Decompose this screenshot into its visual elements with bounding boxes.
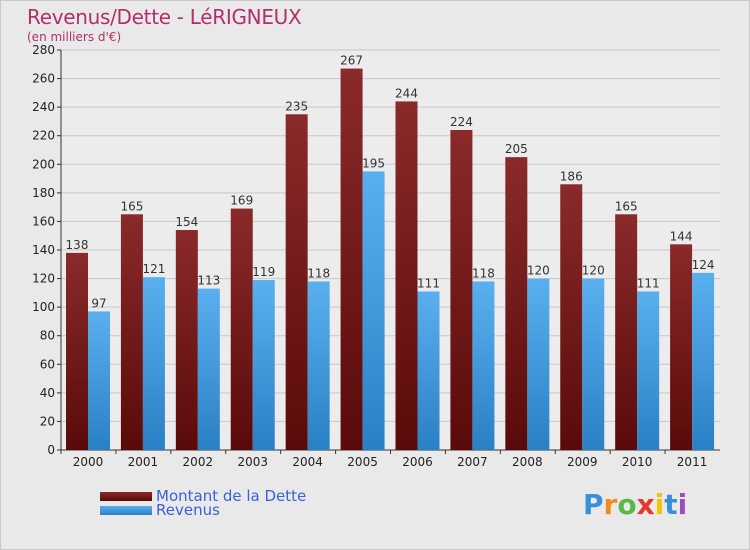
data-label: 244	[395, 86, 418, 100]
x-tick-label: 2008	[512, 455, 543, 469]
y-tick-label: 20	[40, 414, 55, 428]
bar-debt	[230, 208, 253, 450]
y-tick-label: 80	[40, 329, 55, 343]
bar-debt	[66, 252, 88, 450]
x-tick-label: 2011	[677, 455, 708, 469]
proxiti-logo: Proxiti	[583, 488, 687, 521]
chart-subtitle: (en milliers d'€)	[27, 30, 122, 44]
x-tick-label: 2004	[292, 455, 323, 469]
x-tick-label: 2001	[128, 455, 159, 469]
data-label: 120	[527, 264, 550, 278]
y-tick-label: 40	[40, 386, 55, 400]
legend-label-debt: Montant de la Dette	[156, 487, 307, 505]
x-tick-label: 2000	[73, 455, 104, 469]
data-label: 111	[637, 276, 660, 290]
y-tick-label: 60	[40, 357, 55, 371]
y-tick-label: 220	[32, 129, 55, 143]
x-tick-label: 2002	[183, 455, 214, 469]
bar-debt	[560, 184, 583, 451]
data-label: 111	[417, 276, 440, 290]
data-label: 138	[66, 238, 89, 252]
data-label: 119	[252, 265, 275, 279]
axes: 0 20 40 60 80 100 120 140 160 180 200 220 240 260 280 2…	[32, 43, 720, 469]
data-label: 118	[472, 266, 495, 280]
logo-letter: t	[664, 488, 678, 521]
bar-debt	[285, 114, 308, 451]
logo-letter: i	[654, 488, 665, 521]
bar-revenus	[362, 171, 385, 450]
data-label: 113	[197, 274, 220, 288]
y-tick-label: 260	[32, 72, 55, 86]
bar-debt	[340, 68, 363, 451]
bar-revenus	[417, 291, 440, 450]
x-tick-label: 2006	[402, 455, 433, 469]
bar-debt	[120, 214, 143, 450]
y-tick-label: 120	[32, 272, 55, 286]
data-label: 165	[120, 199, 143, 213]
y-tick-label: 140	[32, 243, 55, 257]
y-tick-label: 200	[32, 157, 55, 171]
bar-revenus	[142, 277, 165, 450]
x-tick-label: 2010	[622, 455, 653, 469]
legend-swatch-revenus	[100, 505, 152, 515]
bar-revenus	[307, 281, 330, 450]
legend-item-revenus: Revenus	[100, 501, 220, 519]
bar-debt	[450, 130, 473, 450]
x-tick-label: 2007	[457, 455, 488, 469]
bar-revenus	[88, 311, 110, 450]
y-tick-label: 100	[32, 300, 55, 314]
bar-debt	[505, 157, 528, 450]
y-tick-label: 160	[32, 214, 55, 228]
legend-item-debt: Montant de la Dette	[100, 487, 307, 505]
chart-title: Revenus/Dette - LéRIGNEUX	[27, 5, 302, 29]
y-tick-label: 0	[47, 443, 55, 457]
data-label: 205	[505, 142, 528, 156]
data-label: 120	[582, 264, 605, 278]
data-label: 97	[91, 296, 106, 310]
data-label: 195	[362, 156, 385, 170]
bar-revenus	[527, 278, 550, 450]
data-label: 124	[692, 258, 715, 272]
data-label: 118	[307, 266, 330, 280]
bar-debt	[615, 214, 638, 450]
x-tick-label: 2009	[567, 455, 598, 469]
logo-letter: i	[677, 488, 688, 521]
x-tick-label: 2003	[237, 455, 268, 469]
logo-letter: P	[583, 488, 604, 521]
data-label: 154	[175, 215, 198, 229]
logo-letter: x	[636, 488, 655, 521]
bar-debt	[670, 244, 693, 450]
data-label: 121	[142, 262, 165, 276]
bar-revenus	[637, 291, 660, 450]
bar-revenus	[252, 280, 275, 450]
data-label: 224	[450, 115, 473, 129]
y-tick-label: 180	[32, 186, 55, 200]
x-tick-label: 2005	[347, 455, 378, 469]
logo-letter: o	[617, 488, 637, 521]
legend-swatch-debt	[100, 491, 152, 501]
logo-letter: r	[603, 488, 618, 521]
data-labels: 138 165 154 169 235 267 244 224 205 186 165 144 97 12…	[66, 54, 715, 311]
bar-debt	[175, 230, 198, 450]
y-tick-label: 240	[32, 100, 55, 114]
data-label: 186	[560, 169, 583, 183]
data-label: 235	[285, 99, 308, 113]
y-tick-label: 280	[32, 43, 55, 57]
legend-label-revenus: Revenus	[156, 501, 220, 519]
bars	[66, 68, 715, 451]
bar-revenus	[197, 288, 220, 450]
data-label: 144	[670, 229, 693, 243]
data-label: 267	[340, 54, 363, 68]
bar-debt	[395, 101, 418, 450]
data-label: 169	[230, 194, 253, 208]
data-label: 165	[615, 199, 638, 213]
bar-revenus	[582, 278, 605, 450]
bar-revenus	[692, 272, 715, 450]
bar-revenus	[472, 281, 495, 450]
